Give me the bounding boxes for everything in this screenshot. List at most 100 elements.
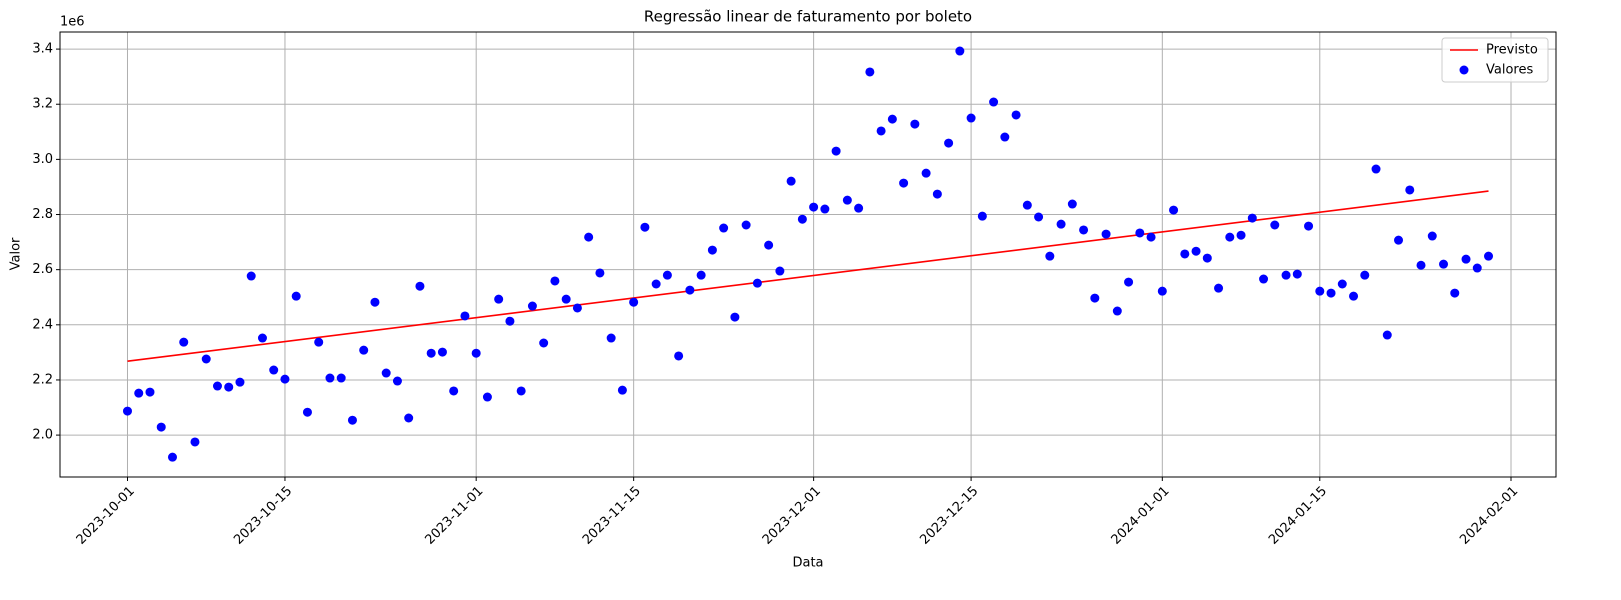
point [437, 347, 447, 357]
point [201, 354, 211, 364]
grid [60, 32, 1556, 477]
point [809, 202, 819, 212]
point [955, 46, 965, 56]
point [887, 114, 897, 124]
point [1191, 246, 1201, 256]
point [314, 337, 324, 347]
x-tick-label: 2023-11-01 [422, 484, 486, 548]
point [1326, 288, 1336, 298]
point [584, 232, 594, 242]
point [460, 311, 470, 321]
point [1259, 274, 1269, 284]
point [1101, 229, 1111, 239]
point [1236, 230, 1246, 240]
point [707, 245, 717, 255]
point [505, 316, 515, 326]
point [1022, 200, 1032, 210]
point [730, 312, 740, 322]
x-tick-label: 2024-02-01 [1457, 484, 1521, 548]
point [1292, 269, 1302, 279]
point [921, 168, 931, 178]
point [775, 266, 785, 276]
point [392, 376, 402, 386]
point [1270, 220, 1280, 230]
point [381, 368, 391, 378]
point [831, 146, 841, 156]
point [977, 211, 987, 221]
point [302, 407, 312, 417]
y-tick-label: 3.0 [32, 152, 53, 167]
point [595, 268, 605, 278]
point [1000, 132, 1010, 142]
point [1169, 205, 1179, 215]
x-tick-label: 2023-11-15 [580, 484, 644, 548]
point [190, 437, 200, 447]
point [561, 294, 571, 304]
point [966, 113, 976, 123]
point [347, 415, 357, 425]
point [797, 214, 807, 224]
point [1124, 277, 1134, 287]
point [1202, 253, 1212, 263]
point [516, 386, 526, 396]
point [1427, 231, 1437, 241]
plot-area [60, 32, 1556, 477]
point [179, 337, 189, 347]
point [1079, 225, 1089, 235]
point [1405, 185, 1415, 195]
point [842, 195, 852, 205]
point [820, 204, 830, 214]
y-tick-label: 2.4 [32, 317, 53, 332]
point [1157, 286, 1167, 296]
point [246, 271, 256, 281]
point [741, 220, 751, 230]
point [651, 279, 661, 289]
legend-marker [1459, 65, 1469, 75]
point [606, 333, 616, 343]
point [854, 203, 864, 213]
point [257, 333, 267, 343]
point [640, 222, 650, 232]
point [527, 301, 537, 311]
point [235, 377, 245, 387]
point [1416, 260, 1426, 270]
point [764, 240, 774, 250]
point [662, 270, 672, 280]
point [910, 119, 920, 129]
y-tick-label: 3.2 [32, 97, 53, 112]
point [167, 452, 177, 462]
point [1349, 291, 1359, 301]
y-tick-label: 2.2 [32, 372, 53, 387]
x-tick-label: 2023-12-15 [917, 484, 981, 548]
point [1360, 270, 1370, 280]
point [1214, 283, 1224, 293]
point [719, 223, 729, 233]
point [674, 351, 684, 361]
point [617, 385, 627, 395]
point [370, 297, 380, 307]
plot-frame [59, 31, 1557, 478]
point [696, 270, 706, 280]
point [989, 97, 999, 107]
point [325, 373, 335, 383]
point [426, 348, 436, 358]
point [786, 176, 796, 186]
legend-label: Valores [1486, 63, 1533, 78]
point [449, 386, 459, 396]
point [550, 276, 560, 286]
point [1090, 293, 1100, 303]
point [876, 126, 886, 136]
point [156, 422, 166, 432]
point [1439, 259, 1449, 269]
point [1146, 232, 1156, 242]
point [899, 178, 909, 188]
point [539, 338, 549, 348]
point [145, 387, 155, 397]
point [212, 381, 222, 391]
point [629, 297, 639, 307]
y-tick-label: 2.6 [32, 262, 53, 277]
point [1135, 228, 1145, 238]
regression-line [127, 190, 1489, 362]
point [494, 294, 504, 304]
